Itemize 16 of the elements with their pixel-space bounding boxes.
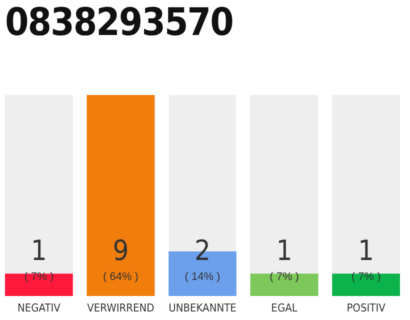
annotation: ( 14% ) xyxy=(184,271,220,283)
annotation: ( 7% ) xyxy=(351,271,381,283)
annotation: ( 64% ) xyxy=(102,271,138,283)
data-label: 1 xyxy=(358,234,374,267)
data-label: 1 xyxy=(276,234,292,267)
x-tick-label: VERWIRREND xyxy=(87,302,155,314)
annotation: ( 7% ) xyxy=(24,271,54,283)
x-tick-label: UNBEKANNTE xyxy=(168,302,236,314)
annotation: ( 7% ) xyxy=(270,271,299,283)
x-tick-label: POSITIV xyxy=(346,302,386,314)
data-label: 2 xyxy=(194,234,211,267)
data-label: 9 xyxy=(112,234,129,267)
chart-title: 0838293570 xyxy=(5,0,233,44)
x-tick-label: EGAL xyxy=(271,302,298,314)
data-label: 1 xyxy=(30,234,47,267)
x-tick-label: NEGATIV xyxy=(17,302,61,314)
